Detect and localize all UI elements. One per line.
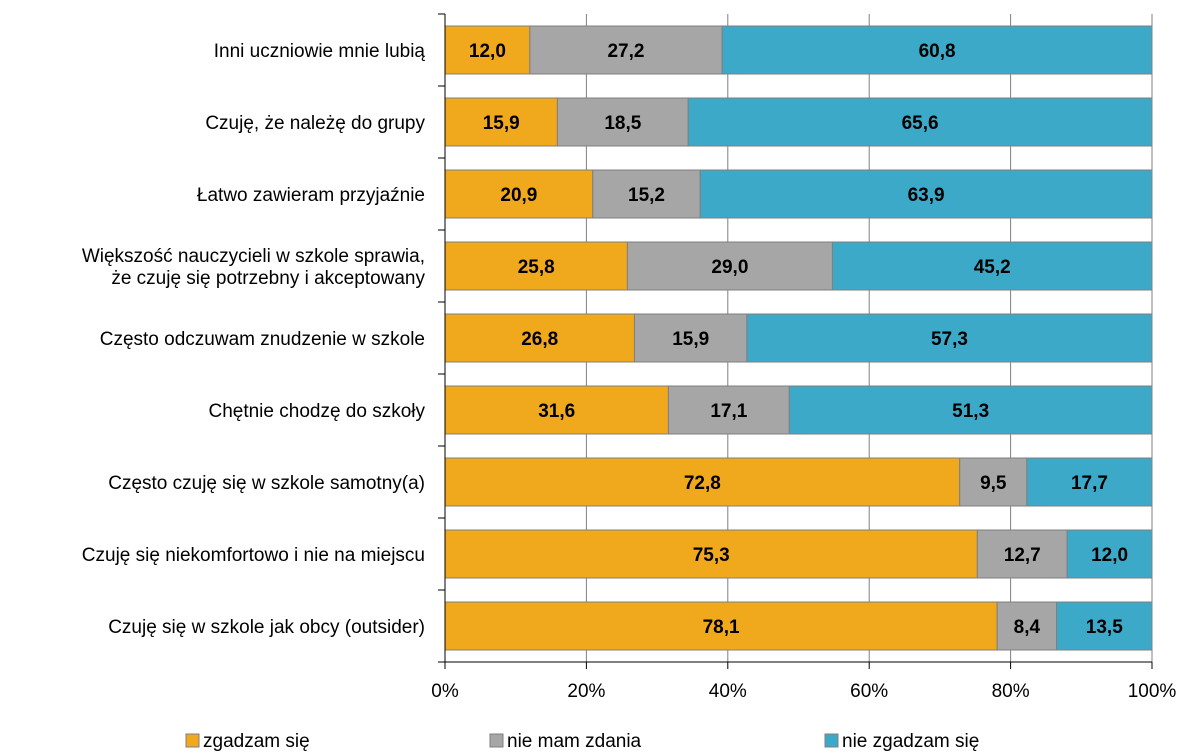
bar-segment (444, 241, 628, 291)
category-label: Czuję, że należę do grupy (205, 113, 425, 134)
bar-segment (788, 385, 1153, 435)
data-label: 63,9 (908, 185, 945, 206)
data-label: 12,0 (469, 41, 506, 62)
bar-segment (444, 457, 961, 507)
data-label: 25,8 (518, 257, 555, 278)
data-label: 15,9 (483, 113, 520, 134)
data-label: 9,5 (980, 473, 1007, 494)
bar-segment (529, 25, 723, 75)
data-label: 8,4 (1014, 617, 1041, 638)
bar-segment (699, 169, 1153, 219)
category-label: Często czuję się w szkole samotny(a) (108, 473, 425, 494)
bar-segment (996, 601, 1058, 651)
data-label: 15,9 (672, 329, 709, 350)
bars: 12,0 27,2 60,8 15,9 18,5 65,6 20,9 15,2 63,9 25,8… (444, 25, 1153, 651)
legend-label: zgadzam się (203, 731, 310, 752)
data-label: 75,3 (693, 545, 730, 566)
category-label: że czuję się potrzebny i akceptowany (111, 268, 425, 289)
data-label: 78,1 (703, 617, 740, 638)
x-tick-labels: 0% 20% 40% 60% 80% 100% (431, 681, 1176, 702)
data-label: 60,8 (919, 41, 956, 62)
bar-segment (1026, 457, 1153, 507)
axes (438, 13, 1153, 669)
bar-segment (1066, 529, 1153, 579)
legend-swatch (824, 733, 839, 748)
category-label: Czuję się w szkole jak obcy (outsider) (108, 617, 425, 638)
legend-swatch (185, 733, 200, 748)
category-label: Często odczuwam znudzenie w szkole (100, 329, 425, 350)
legend-label: nie zgadzam się (842, 731, 979, 752)
x-tick-label: 80% (992, 681, 1030, 702)
category-label: Większość nauczycieli w szkole sprawia, (82, 246, 425, 267)
legend-label: nie mam zdania (507, 731, 642, 752)
data-label: 72,8 (684, 473, 721, 494)
bar-segment (626, 241, 833, 291)
data-label: 45,2 (974, 257, 1011, 278)
data-label: 57,3 (931, 329, 968, 350)
data-label: 27,2 (607, 41, 644, 62)
data-label: 51,3 (952, 401, 989, 422)
category-labels: Inni uczniowie mnie lubią Czuję, że należ… (82, 41, 426, 638)
data-label: 13,5 (1086, 617, 1123, 638)
category-label: Łatwo zawieram przyjaźnie (197, 185, 425, 206)
bar-segment (746, 313, 1153, 363)
x-tick-label: 0% (431, 681, 459, 702)
data-label: 65,6 (902, 113, 939, 134)
bar-segment (444, 529, 978, 579)
bar-segment (1056, 601, 1153, 651)
bar-segment (721, 25, 1153, 75)
legend-swatch (489, 733, 504, 748)
x-tick-label: 40% (709, 681, 747, 702)
bar-segment (444, 25, 531, 75)
data-label: 29,0 (711, 257, 748, 278)
category-label: Czuję się niekomfortowo i nie na miejscu (82, 545, 425, 566)
bar-segment (667, 385, 790, 435)
data-label: 12,0 (1091, 545, 1128, 566)
bar-segment (976, 529, 1068, 579)
data-label: 15,2 (628, 185, 665, 206)
data-label: 31,6 (538, 401, 575, 422)
x-tick-label: 100% (1128, 681, 1177, 702)
bar-segment (831, 241, 1153, 291)
data-label: 26,8 (521, 329, 558, 350)
bar-segment (444, 385, 669, 435)
bar-segment (959, 457, 1028, 507)
data-label: 17,7 (1071, 473, 1108, 494)
bar-segment (687, 97, 1153, 147)
bar-segment (444, 97, 558, 147)
category-label: Chętnie chodzę do szkoły (208, 401, 425, 422)
data-label: 18,5 (604, 113, 641, 134)
x-tick-label: 60% (850, 681, 888, 702)
data-label: 17,1 (710, 401, 747, 422)
x-tick-label: 20% (567, 681, 605, 702)
data-label: 20,9 (500, 185, 537, 206)
data-label: 12,7 (1004, 545, 1041, 566)
category-label: Inni uczniowie mnie lubią (214, 41, 426, 62)
bar-segment (444, 169, 594, 219)
legend: zgadzam się nie mam zdania nie zgadzam się (185, 731, 979, 752)
bar-segment (556, 97, 689, 147)
